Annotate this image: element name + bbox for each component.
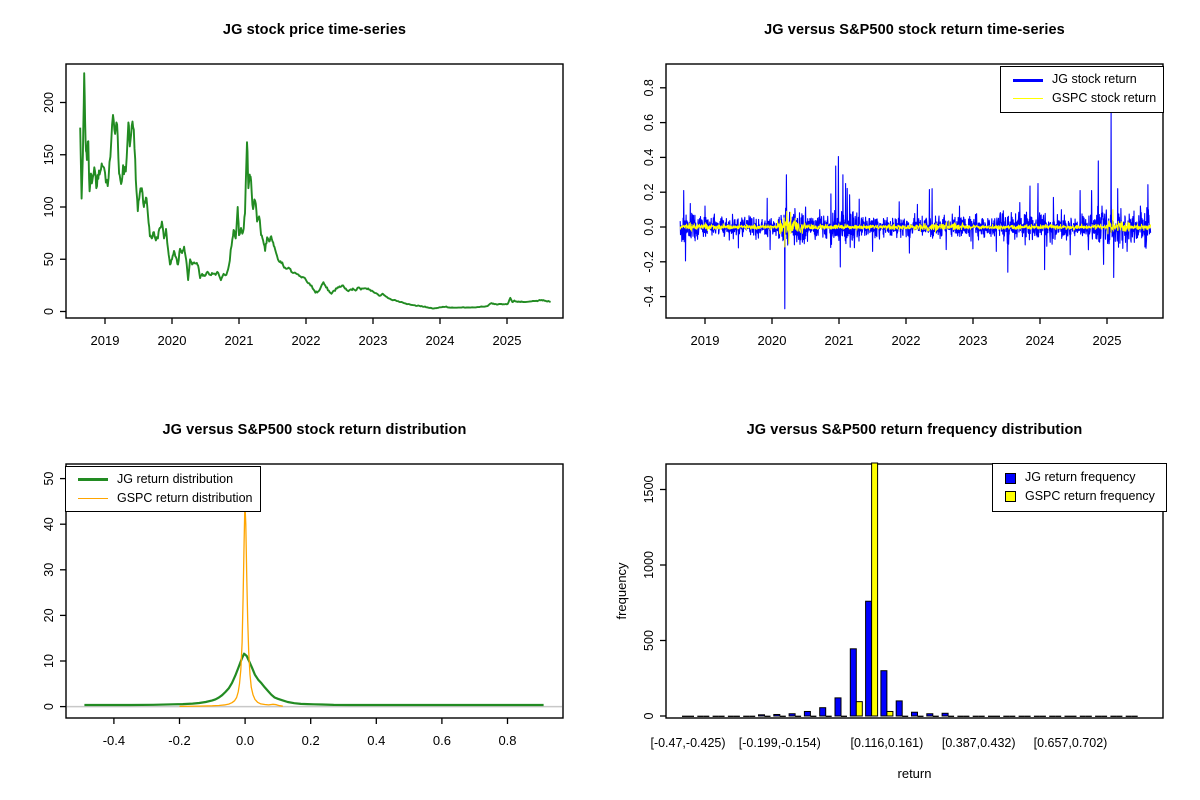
- svg-text:0.2: 0.2: [302, 733, 320, 748]
- svg-text:-0.2: -0.2: [168, 733, 190, 748]
- price-chart-plot: 2019 2020 2021 2022 2023 2024 2025 0 50 100 150 200: [42, 63, 564, 348]
- svg-text:50: 50: [42, 252, 56, 266]
- svg-text:2024: 2024: [426, 333, 455, 348]
- returns-chart-title: JG versus S&P500 stock return time-serie…: [764, 22, 1065, 38]
- panel-price-chart: JG stock price time-series 2019 2020 2021 2…: [0, 0, 600, 400]
- svg-text:2024: 2024: [1026, 333, 1055, 348]
- svg-text:20: 20: [42, 608, 56, 622]
- jg-density-legend-label: JG return distribution: [117, 471, 234, 486]
- density-legend: JG return distribution GSPC return distr…: [65, 466, 261, 512]
- histogram-chart-title: JG versus S&P500 return frequency distri…: [746, 422, 1083, 438]
- svg-text:2022: 2022: [292, 333, 321, 348]
- svg-text:-0.2: -0.2: [642, 251, 656, 273]
- svg-text:-0.4: -0.4: [103, 733, 125, 748]
- svg-text:0.0: 0.0: [642, 218, 656, 235]
- svg-text:2020: 2020: [158, 333, 187, 348]
- legend-row-gspc-return: GSPC stock return: [1013, 91, 1163, 107]
- svg-text:2019: 2019: [691, 333, 720, 348]
- svg-text:50: 50: [42, 472, 56, 486]
- density-chart-title: JG versus S&P500 stock return distributi…: [162, 422, 467, 438]
- jg-frequency-square-swatch: [1005, 472, 1016, 484]
- panel-histogram-chart: JG versus S&P500 return frequency distri…: [600, 400, 1200, 800]
- svg-text:2019: 2019: [91, 333, 120, 348]
- svg-text:0.4: 0.4: [367, 733, 385, 748]
- svg-text:[0.116,0.161): [0.116,0.161): [851, 736, 924, 750]
- svg-text:0: 0: [642, 712, 656, 719]
- svg-text:1000: 1000: [642, 551, 656, 579]
- svg-text:[-0.199,-0.154): [-0.199,-0.154): [739, 736, 821, 750]
- gspc-frequency-legend-label: GSPC return frequency: [1025, 489, 1155, 503]
- svg-text:2020: 2020: [758, 333, 787, 348]
- gspc-density-legend-label: GSPC return distribution: [117, 490, 253, 505]
- svg-text:0: 0: [42, 703, 56, 710]
- legend-row-gspc-density: GSPC return distribution: [78, 491, 260, 507]
- svg-text:[0.657,0.702): [0.657,0.702): [1034, 736, 1108, 750]
- svg-text:0.4: 0.4: [642, 149, 656, 166]
- jg-return-legend-label: JG stock return: [1052, 72, 1137, 87]
- gspc-return-legend-label: GSPC stock return: [1052, 91, 1157, 105]
- svg-text:200: 200: [42, 92, 56, 113]
- panel-returns-chart: JG versus S&P500 stock return time-serie…: [600, 0, 1200, 400]
- svg-text:40: 40: [42, 517, 56, 531]
- svg-text:2025: 2025: [1093, 333, 1122, 348]
- svg-text:[-0.47,-0.425): [-0.47,-0.425): [650, 736, 725, 750]
- legend-row-jg-frequency: JG return frequency: [1005, 470, 1166, 486]
- svg-text:30: 30: [42, 563, 56, 577]
- jg-density-line-swatch: [78, 478, 108, 482]
- panel-density-chart: JG versus S&P500 stock return distributi…: [0, 400, 600, 800]
- svg-text:100: 100: [42, 197, 56, 218]
- gspc-frequency-square-swatch: [1005, 491, 1016, 503]
- svg-text:2023: 2023: [359, 333, 388, 348]
- svg-text:2021: 2021: [225, 333, 254, 348]
- svg-text:-0.4: -0.4: [642, 286, 656, 308]
- returns-legend: JG stock return GSPC stock return: [1000, 66, 1164, 113]
- legend-row-jg-return: JG stock return: [1013, 72, 1163, 88]
- svg-text:0.2: 0.2: [642, 183, 656, 200]
- histogram-legend: JG return frequency GSPC return frequenc…: [992, 463, 1167, 512]
- svg-text:[0.387,0.432): [0.387,0.432): [942, 736, 1016, 750]
- gspc-density-line-swatch: [78, 497, 108, 499]
- svg-text:150: 150: [42, 144, 56, 165]
- svg-text:0.6: 0.6: [433, 733, 451, 748]
- svg-text:0.8: 0.8: [498, 733, 516, 748]
- svg-text:2021: 2021: [825, 333, 854, 348]
- jg-return-line-swatch: [1013, 78, 1043, 82]
- price-chart-title: JG stock price time-series: [222, 22, 407, 38]
- svg-text:0.0: 0.0: [236, 733, 254, 748]
- svg-text:return: return: [898, 766, 932, 781]
- returns-chart-plot: 2019 2020 2021 2022 2023 2024 2025 -0.4 -0.2 0.0 0…: [642, 63, 1164, 348]
- jg-frequency-legend-label: JG return frequency: [1025, 470, 1136, 485]
- svg-text:0: 0: [42, 308, 56, 315]
- svg-text:0.6: 0.6: [642, 114, 656, 131]
- legend-row-gspc-frequency: GSPC return frequency: [1005, 489, 1166, 505]
- svg-text:10: 10: [42, 654, 56, 668]
- svg-text:1500: 1500: [642, 476, 656, 504]
- svg-text:500: 500: [642, 630, 656, 651]
- histogram-chart-plot: 0 500 1000 1500 [-0.47,-0.425) [-0.199,-0.154…: [614, 462, 1164, 781]
- svg-text:frequency: frequency: [614, 562, 629, 620]
- svg-text:2025: 2025: [493, 333, 522, 348]
- gspc-return-line-swatch: [1013, 98, 1043, 100]
- svg-text:2023: 2023: [959, 333, 988, 348]
- svg-text:2022: 2022: [892, 333, 921, 348]
- svg-text:0.8: 0.8: [642, 79, 656, 96]
- legend-row-jg-density: JG return distribution: [78, 472, 260, 488]
- density-chart-plot: -0.4 -0.2 0.0 0.2 0.4 0.6 0.8 0 10 20 30 40 50: [42, 463, 564, 748]
